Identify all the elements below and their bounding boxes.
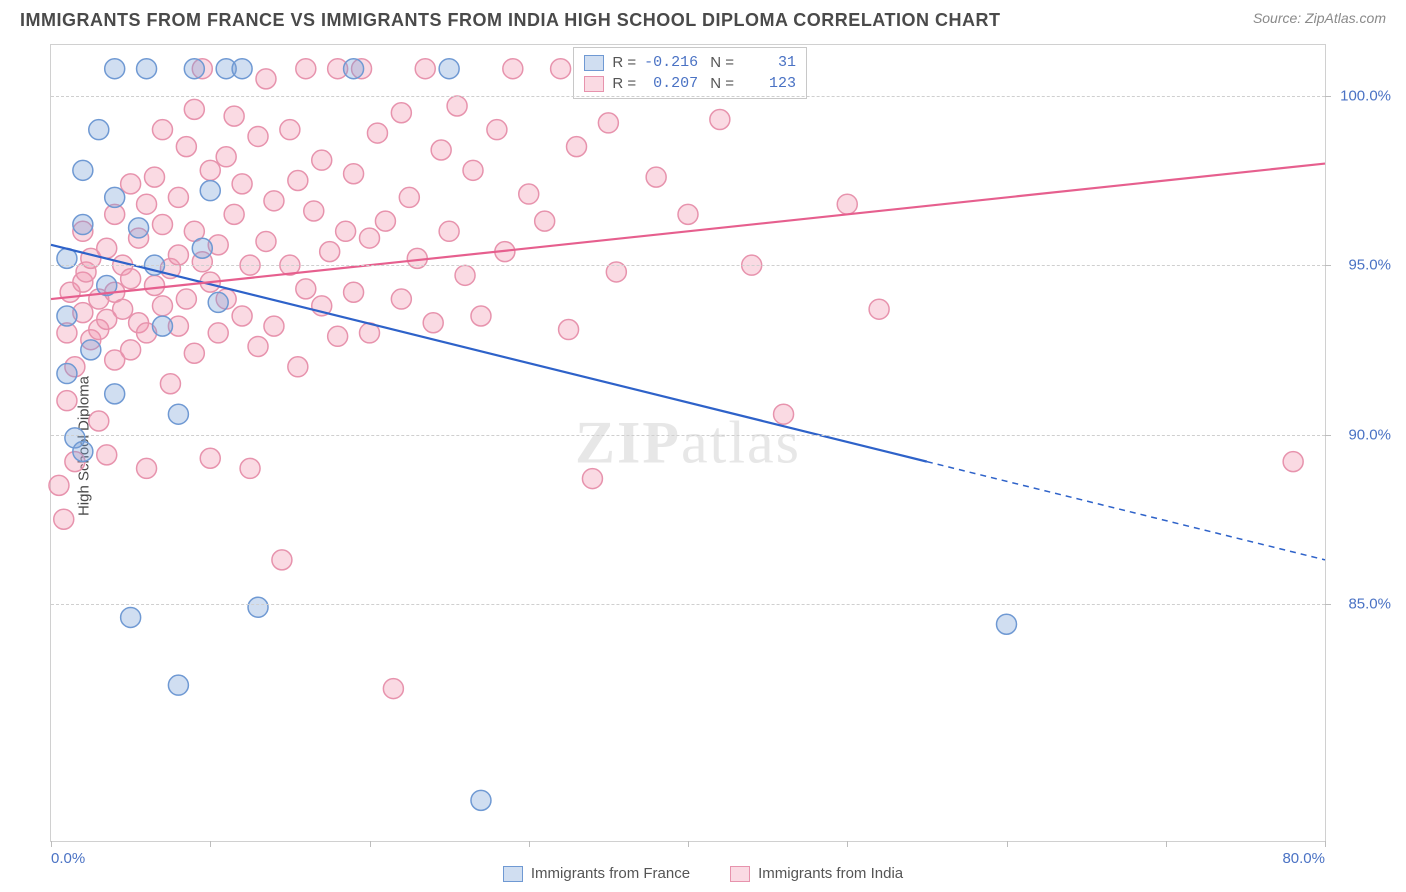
ytick-label: 85.0%: [1348, 595, 1391, 612]
legend-label-france: Immigrants from France: [531, 865, 690, 882]
stats-row-france: R =-0.216 N =31: [574, 52, 806, 73]
swatch-india: [584, 76, 604, 92]
ytick-label: 95.0%: [1348, 257, 1391, 274]
legend-item-india: Immigrants from India: [730, 865, 903, 882]
stats-legend-box: R =-0.216 N =31 R =0.207 N =123: [573, 47, 807, 99]
swatch-france: [584, 55, 604, 71]
plot-area: ZIPatlas R =-0.216 N =31 R =0.207 N =123…: [50, 44, 1326, 842]
legend-item-france: Immigrants from France: [503, 865, 690, 882]
bottom-legend: Immigrants from France Immigrants from I…: [0, 865, 1406, 882]
legend-label-india: Immigrants from India: [758, 865, 903, 882]
source-label: Source: ZipAtlas.com: [1253, 10, 1386, 26]
ytick-label: 100.0%: [1340, 87, 1391, 104]
legend-swatch-france: [503, 866, 523, 882]
stats-row-india: R =0.207 N =123: [574, 73, 806, 94]
scatter-svg: [51, 45, 1325, 841]
chart-title: IMMIGRANTS FROM FRANCE VS IMMIGRANTS FRO…: [20, 10, 1000, 31]
legend-swatch-india: [730, 866, 750, 882]
ytick-label: 90.0%: [1348, 426, 1391, 443]
